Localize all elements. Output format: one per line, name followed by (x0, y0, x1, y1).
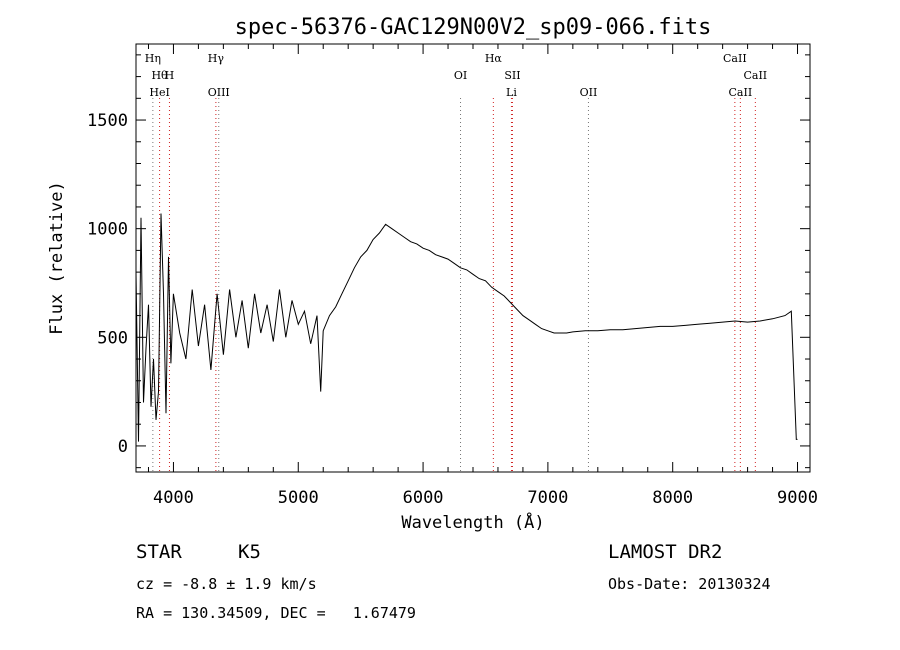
line-label: Hη (145, 52, 161, 65)
chart-title: spec-56376-GAC129N00V2_sp09-066.fits (235, 15, 712, 40)
line-label: CaII (743, 69, 767, 82)
spectrum-line (135, 213, 798, 442)
x-tick-label: 5000 (278, 488, 319, 508)
line-label: H (165, 69, 175, 82)
object-subclass: K5 (238, 541, 261, 563)
x-tick-label: 4000 (153, 488, 194, 508)
x-tick-label: 6000 (403, 488, 444, 508)
line-label: OI (454, 69, 467, 82)
y-tick-label: 500 (97, 328, 128, 348)
obs-date: Obs-Date: 20130324 (608, 575, 771, 593)
redshift-line: cz = -8.8 ± 1.9 km/s (136, 575, 317, 593)
line-label: Hα (485, 52, 503, 65)
line-label: SII (504, 69, 520, 82)
line-label: OIII (208, 86, 230, 99)
y-tick-label: 1500 (87, 111, 128, 131)
x-tick-label: 8000 (652, 488, 693, 508)
line-label: Hθ (151, 69, 168, 82)
spectral-line-markers (152, 98, 756, 472)
line-label: CaII (723, 52, 747, 65)
y-tick-label: 1000 (87, 220, 128, 240)
line-label: OII (580, 86, 598, 99)
line-label: CaII (729, 86, 753, 99)
x-tick-label: 7000 (527, 488, 568, 508)
axes (135, 43, 811, 473)
line-labels: Hη Hγ Hα CaII HθH OI SII CaII HeI OIII Li OII CaII (145, 52, 767, 99)
line-label: Li (506, 86, 517, 99)
axis-ticks: 4000 5000 6000 7000 8000 9000 0 500 1000 1500 (87, 44, 818, 508)
y-tick-label: 0 (118, 437, 128, 457)
survey-name: LAMOST DR2 (608, 541, 723, 563)
object-class: STAR (136, 541, 182, 563)
spectrum-series (135, 213, 798, 442)
coordinates-line: RA = 130.34509, DEC = 1.67479 (136, 604, 416, 622)
plot-frame (135, 43, 811, 473)
line-label: HeI (149, 86, 169, 99)
x-tick-label: 9000 (777, 488, 818, 508)
y-axis-label: Flux (relative) (47, 181, 67, 335)
line-label: Hγ (208, 52, 225, 65)
x-axis-label: Wavelength (Å) (401, 511, 544, 533)
